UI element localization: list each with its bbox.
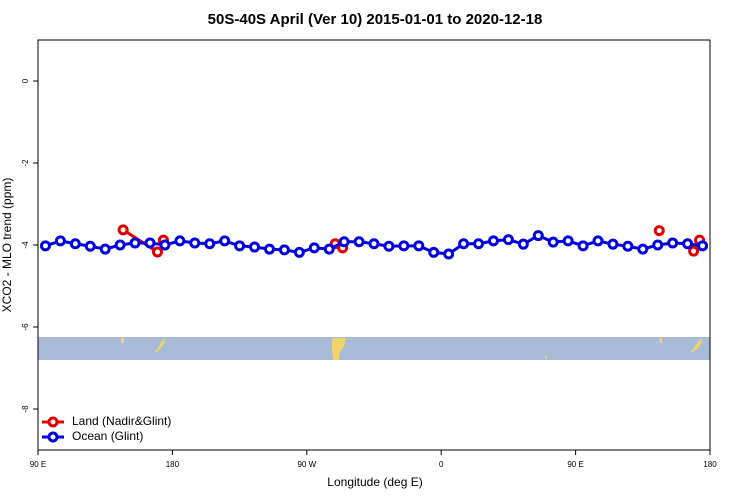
legend-marker bbox=[47, 416, 59, 428]
point bbox=[443, 248, 455, 260]
point bbox=[607, 238, 619, 250]
legend-label: Ocean (Glint) bbox=[72, 429, 143, 443]
point bbox=[697, 240, 709, 252]
y-axis-label: XCO2 - MLO trend (ppm) bbox=[0, 178, 14, 313]
y-tick-label: -8 bbox=[21, 405, 30, 413]
point bbox=[353, 236, 365, 248]
ocean-band bbox=[38, 337, 710, 360]
point bbox=[293, 246, 305, 258]
point bbox=[413, 240, 425, 252]
y-tick-label: -2 bbox=[21, 159, 30, 167]
point bbox=[84, 240, 96, 252]
point bbox=[69, 238, 81, 250]
point bbox=[117, 224, 129, 236]
point bbox=[263, 243, 275, 255]
point bbox=[114, 239, 126, 251]
point bbox=[458, 238, 470, 250]
y-tick-label: -6 bbox=[21, 323, 30, 331]
point bbox=[502, 234, 514, 246]
point bbox=[278, 244, 290, 256]
point bbox=[653, 225, 665, 237]
point bbox=[204, 238, 216, 250]
point bbox=[487, 235, 499, 247]
point bbox=[174, 235, 186, 247]
series bbox=[39, 230, 709, 260]
point bbox=[517, 238, 529, 250]
point bbox=[338, 236, 350, 248]
x-tick-label: 90 E bbox=[30, 460, 46, 469]
point bbox=[428, 246, 440, 258]
point bbox=[473, 238, 485, 250]
point bbox=[144, 237, 156, 249]
point bbox=[383, 240, 395, 252]
x-tick-label: 90 E bbox=[567, 460, 583, 469]
point bbox=[547, 236, 559, 248]
point bbox=[688, 245, 700, 257]
point bbox=[39, 240, 51, 252]
point bbox=[532, 230, 544, 242]
x-tick-label: 90 W bbox=[297, 460, 316, 469]
point bbox=[592, 235, 604, 247]
point bbox=[99, 243, 111, 255]
point bbox=[667, 237, 679, 249]
point bbox=[189, 237, 201, 249]
point bbox=[637, 243, 649, 255]
point bbox=[562, 235, 574, 247]
legend-label: Land (Nadir&Glint) bbox=[72, 414, 171, 428]
point bbox=[368, 238, 380, 250]
point bbox=[323, 243, 335, 255]
point bbox=[129, 237, 141, 249]
x-tick-label: 0 bbox=[439, 460, 444, 469]
point bbox=[308, 242, 320, 254]
point bbox=[398, 240, 410, 252]
x-axis-label: Longitude (deg E) bbox=[327, 475, 422, 489]
series-line bbox=[122, 228, 159, 254]
point bbox=[622, 240, 634, 252]
x-tick-label: 180 bbox=[166, 460, 180, 469]
point bbox=[159, 239, 171, 251]
point bbox=[577, 240, 589, 252]
point bbox=[54, 235, 66, 247]
chart-title: 50S-40S April (Ver 10) 2015-01-01 to 202… bbox=[208, 11, 543, 28]
point bbox=[151, 246, 163, 258]
point bbox=[652, 239, 664, 251]
point bbox=[249, 241, 261, 253]
point bbox=[219, 235, 231, 247]
map-strip bbox=[38, 337, 710, 360]
y-tick-label: 0 bbox=[21, 78, 30, 83]
x-tick-label: 180 bbox=[703, 460, 717, 469]
legend-marker bbox=[47, 431, 59, 443]
point bbox=[234, 240, 246, 252]
point bbox=[682, 238, 694, 250]
y-tick-label: -4 bbox=[21, 241, 30, 249]
